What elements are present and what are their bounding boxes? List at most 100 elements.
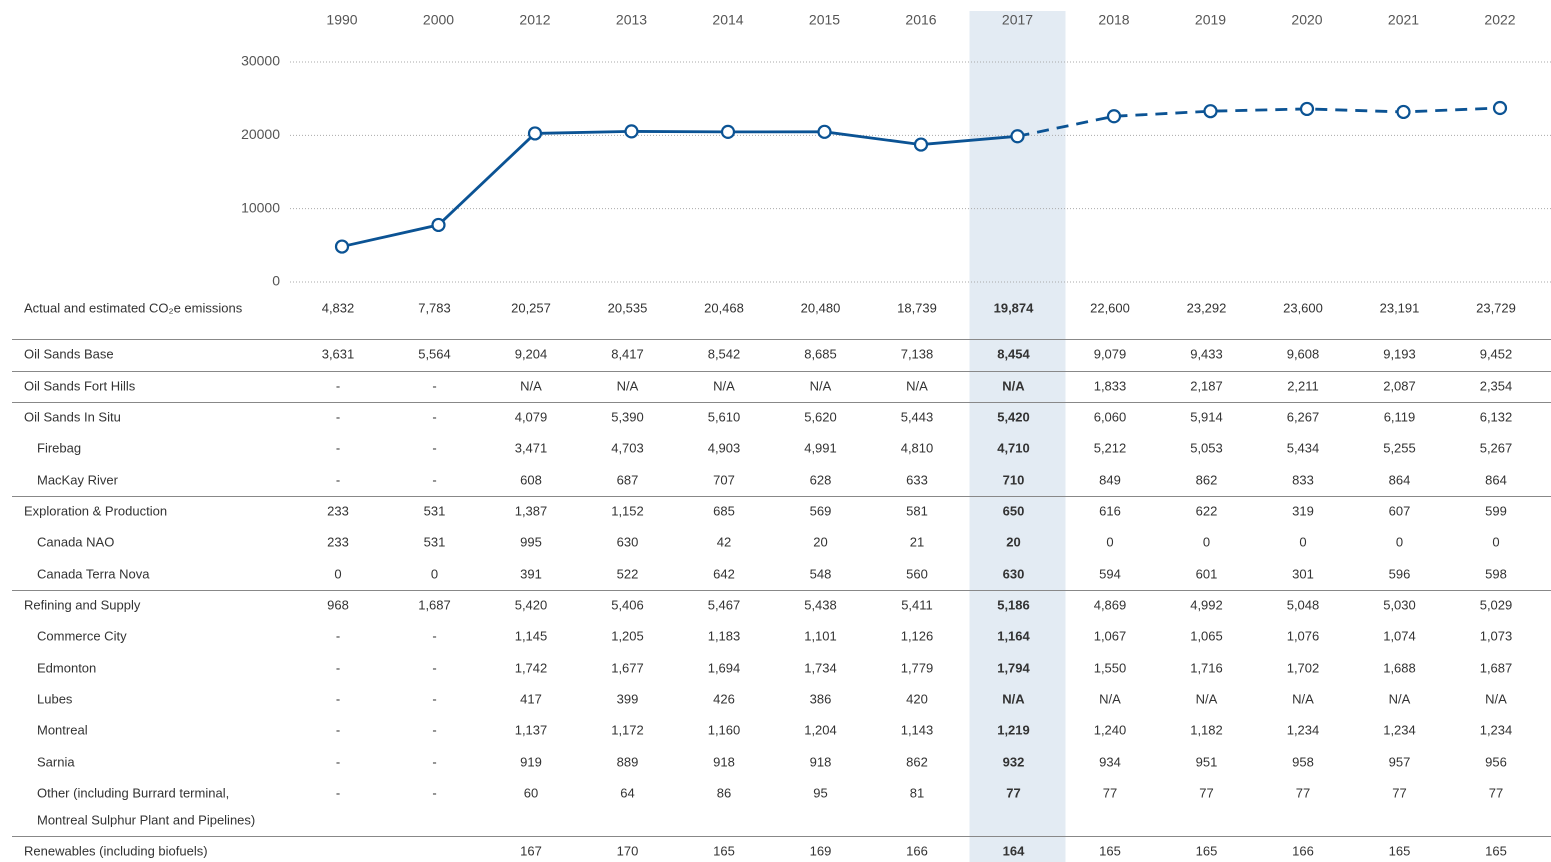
cell: 301 bbox=[1292, 566, 1314, 581]
x-tick-label: 2019 bbox=[1195, 12, 1226, 28]
cell: 1,794 bbox=[997, 660, 1030, 675]
cell: 1,779 bbox=[901, 660, 934, 675]
x-tick-label: 2013 bbox=[616, 12, 647, 28]
cell: 4,869 bbox=[1094, 597, 1127, 612]
cell: 628 bbox=[810, 472, 832, 487]
point bbox=[1396, 104, 1411, 120]
cell: 64 bbox=[620, 785, 634, 800]
cell: 77 bbox=[1199, 785, 1213, 800]
cell: 1,550 bbox=[1094, 660, 1127, 675]
cell: - bbox=[432, 660, 436, 675]
cell: 165 bbox=[1099, 843, 1121, 858]
cell: 548 bbox=[810, 566, 832, 581]
cell: 5,406 bbox=[611, 597, 644, 612]
cell: 5,438 bbox=[804, 597, 837, 612]
cell: 9,433 bbox=[1190, 346, 1223, 361]
cell: 1,234 bbox=[1383, 722, 1416, 737]
cell: 1,687 bbox=[1480, 660, 1513, 675]
row-label: Montreal Sulphur Plant and Pipelines) bbox=[37, 812, 255, 827]
cell: 1,387 bbox=[515, 503, 548, 518]
cell: 934 bbox=[1099, 754, 1121, 769]
x-tick-label: 2000 bbox=[423, 12, 454, 28]
cell: 1,219 bbox=[997, 722, 1030, 737]
cell: 1,182 bbox=[1190, 722, 1223, 737]
cell: 8,542 bbox=[708, 346, 741, 361]
point bbox=[1299, 101, 1315, 117]
row-label: Firebag bbox=[37, 440, 81, 455]
cell: 1,126 bbox=[901, 628, 934, 643]
cell: 1,716 bbox=[1190, 660, 1223, 675]
cell: 581 bbox=[906, 503, 928, 518]
cell: 1,734 bbox=[804, 660, 837, 675]
emission-value: 23,292 bbox=[1187, 300, 1227, 315]
cell: 630 bbox=[617, 534, 639, 549]
cell: 77 bbox=[1103, 785, 1117, 800]
cell: 1,234 bbox=[1287, 722, 1320, 737]
emission-value: 20,468 bbox=[704, 300, 744, 315]
point bbox=[624, 124, 639, 139]
cell: 560 bbox=[906, 566, 928, 581]
emission-value: 20,480 bbox=[801, 300, 841, 315]
row-label: Actual and estimated CO₂e emissions bbox=[24, 300, 243, 315]
emission-value: 23,191 bbox=[1380, 300, 1420, 315]
cell: 21 bbox=[910, 534, 924, 549]
cell: 166 bbox=[1292, 843, 1314, 858]
point bbox=[431, 217, 446, 233]
cell: 1,688 bbox=[1383, 660, 1416, 675]
x-tick-label: 2021 bbox=[1388, 12, 1419, 28]
cell: 1,143 bbox=[901, 722, 934, 737]
emission-value: 20,257 bbox=[511, 300, 551, 315]
row-label: Canada NAO bbox=[37, 534, 114, 549]
x-tick-label: 1990 bbox=[326, 12, 357, 28]
cell: 1,694 bbox=[708, 660, 741, 675]
cell: - bbox=[432, 472, 436, 487]
cell: 1,164 bbox=[997, 628, 1030, 643]
cell: 5,420 bbox=[515, 597, 548, 612]
point bbox=[720, 124, 736, 140]
cell: 630 bbox=[1003, 566, 1025, 581]
cell: 9,204 bbox=[515, 346, 548, 361]
cell: 1,687 bbox=[418, 597, 451, 612]
point bbox=[334, 239, 350, 254]
cell: 957 bbox=[1389, 754, 1411, 769]
cell: 6,060 bbox=[1094, 409, 1127, 424]
cell: 5,029 bbox=[1480, 597, 1513, 612]
cell: 642 bbox=[713, 566, 735, 581]
cell: - bbox=[336, 378, 340, 393]
cell: - bbox=[432, 691, 436, 706]
emission-value: 18,739 bbox=[897, 300, 937, 315]
cell: 5,053 bbox=[1190, 440, 1223, 455]
emission-value: 23,729 bbox=[1476, 300, 1516, 315]
cell: 622 bbox=[1196, 503, 1218, 518]
cell: 889 bbox=[617, 754, 639, 769]
cell: 918 bbox=[810, 754, 832, 769]
emission-value: 23,600 bbox=[1283, 300, 1323, 315]
cell: 0 bbox=[1396, 534, 1403, 549]
cell: 5,255 bbox=[1383, 440, 1416, 455]
cell: 420 bbox=[906, 691, 928, 706]
cell: - bbox=[432, 378, 436, 393]
cell: 596 bbox=[1389, 566, 1411, 581]
cell: 5,390 bbox=[611, 409, 644, 424]
cell: 5,610 bbox=[708, 409, 741, 424]
cell: 9,079 bbox=[1094, 346, 1127, 361]
cell: 0 bbox=[1492, 534, 1499, 549]
cell: 598 bbox=[1485, 566, 1507, 581]
cell: 0 bbox=[334, 566, 341, 581]
cell: 1,076 bbox=[1287, 628, 1320, 643]
cell: 616 bbox=[1099, 503, 1121, 518]
cell: N/A bbox=[1485, 691, 1507, 706]
y-tick-label: 10000 bbox=[241, 199, 280, 215]
cell: 5,620 bbox=[804, 409, 837, 424]
emission-value: 7,783 bbox=[418, 300, 451, 315]
cell: - bbox=[336, 754, 340, 769]
cell: 0 bbox=[1203, 534, 1210, 549]
cell: 607 bbox=[1389, 503, 1411, 518]
cell: 958 bbox=[1292, 754, 1314, 769]
cell: 685 bbox=[713, 503, 735, 518]
cell: 5,212 bbox=[1094, 440, 1127, 455]
cell: 5,411 bbox=[901, 597, 933, 612]
y-tick-label: 20000 bbox=[241, 126, 280, 142]
x-tick-label: 2020 bbox=[1291, 12, 1322, 28]
cell: 5,434 bbox=[1287, 440, 1320, 455]
